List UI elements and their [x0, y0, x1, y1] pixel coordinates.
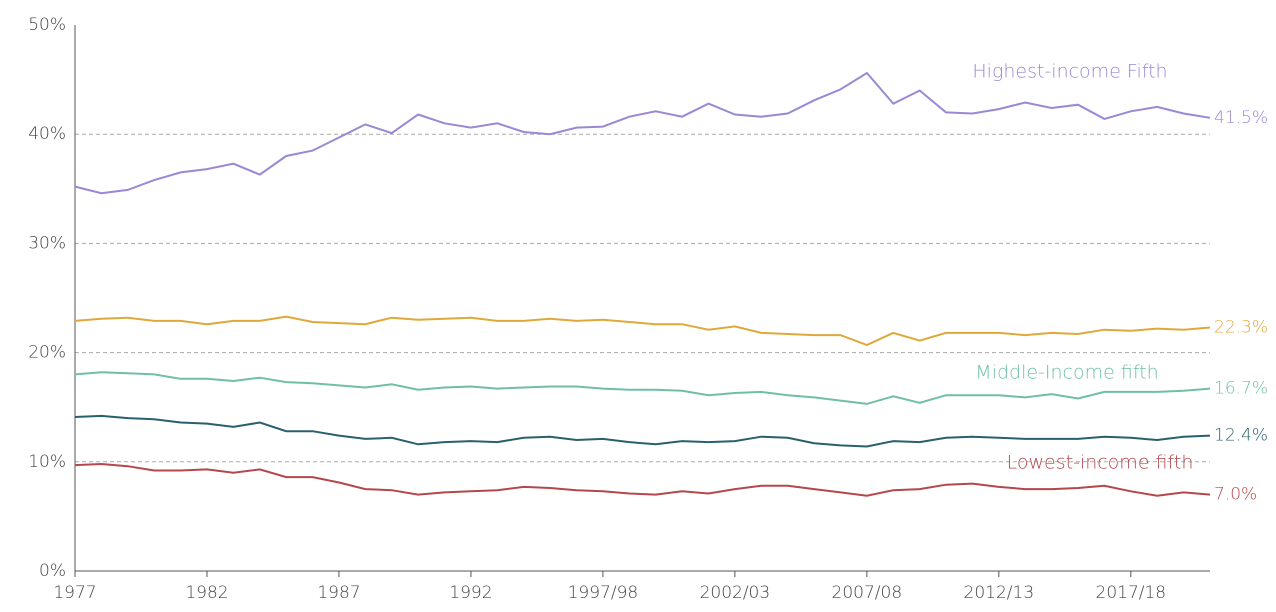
series-name-label: Lowest-income fifth	[1007, 452, 1194, 474]
end-value-label: 41.5%	[1214, 108, 1268, 128]
series-name-label: Highest-income Fifth	[972, 61, 1167, 83]
series-line	[74, 71, 1211, 195]
x-tick-label: 1982	[185, 583, 228, 603]
y-tick-label: 40%	[28, 124, 66, 144]
series-name-label: Middle-Income fifth	[975, 362, 1158, 384]
x-tick-label: 1992	[449, 583, 492, 603]
x-tick-label: 1997/98	[568, 583, 639, 603]
y-tick-label: 10%	[28, 452, 66, 472]
x-tick-label: 2012/13	[964, 583, 1035, 603]
end-value-label: 16.7%	[1214, 379, 1268, 399]
series-line	[74, 315, 1211, 347]
y-tick-label: 50%	[28, 15, 66, 35]
x-tick-label: 2017/18	[1096, 583, 1167, 603]
x-tick-label: 2002/03	[700, 583, 771, 603]
end-value-label: 7.0%	[1214, 485, 1257, 505]
y-tick-label: 0%	[39, 561, 66, 581]
x-tick-label: 1977	[53, 583, 96, 603]
end-value-label: 12.4%	[1214, 426, 1268, 446]
series-line	[74, 414, 1211, 448]
y-tick-label: 30%	[28, 233, 66, 253]
series-line	[74, 371, 1211, 405]
y-tick-label: 20%	[28, 343, 66, 363]
x-tick-label: 1987	[317, 583, 360, 603]
end-value-label: 22.3%	[1214, 317, 1268, 337]
x-tick-label: 2007/08	[832, 583, 903, 603]
series-line	[74, 462, 1211, 497]
